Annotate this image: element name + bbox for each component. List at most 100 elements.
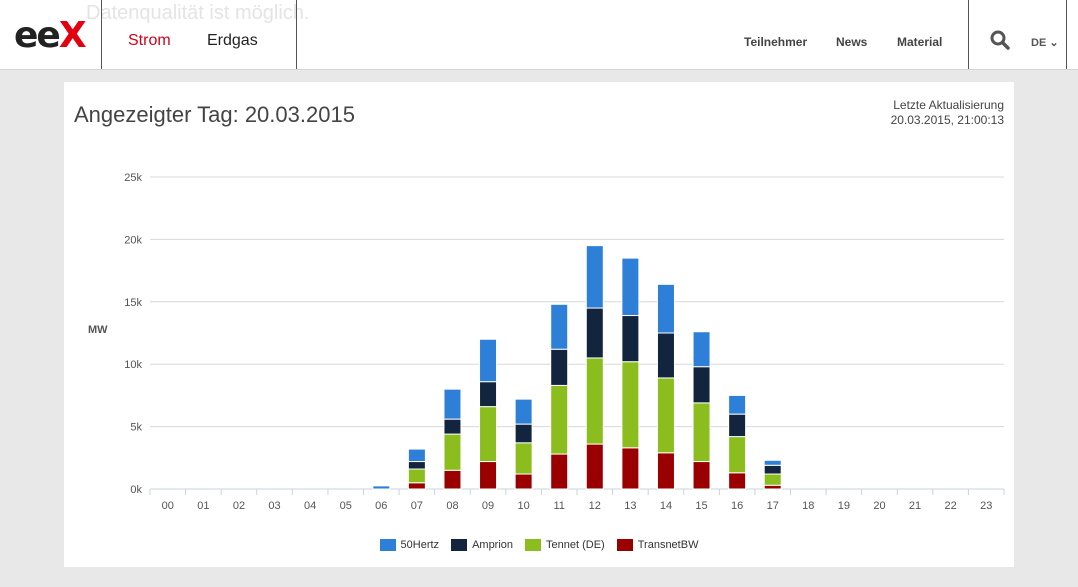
- bar-segment: [621, 361, 640, 449]
- nav-erdgas[interactable]: Erdgas: [207, 32, 258, 49]
- x-tick-label: 04: [304, 500, 316, 512]
- bar-segment: [479, 461, 498, 490]
- legend-swatch: [379, 539, 396, 551]
- x-tick-label: 01: [197, 500, 209, 512]
- chart-panel: Angezeigter Tag: 20.03.2015 Letzte Aktua…: [64, 82, 1014, 567]
- x-tick-label: 16: [731, 500, 743, 512]
- bar-segment: [479, 381, 498, 408]
- x-tick-label: 03: [268, 500, 280, 512]
- x-tick-label: 05: [340, 500, 352, 512]
- eex-logo[interactable]: eeX: [14, 15, 87, 56]
- bar-segment: [621, 447, 640, 490]
- bar-segment: [763, 473, 782, 486]
- legend-label: Tennet (DE): [546, 539, 605, 551]
- bar-segment: [550, 384, 569, 455]
- bar-segment: [763, 464, 782, 475]
- bar-segment: [479, 338, 498, 383]
- bar-segment: [585, 245, 604, 309]
- legend-swatch: [451, 539, 468, 551]
- y-tick-label: 5k: [130, 422, 142, 434]
- x-tick-label: 18: [802, 500, 814, 512]
- divider: [296, 0, 297, 69]
- bar-segment: [585, 307, 604, 359]
- bar-segment: [514, 423, 533, 444]
- bar-segment: [550, 348, 569, 386]
- legend-label: 50Hertz: [400, 539, 440, 551]
- bar-segment: [550, 453, 569, 490]
- x-tick-label: 12: [589, 500, 601, 512]
- bar-segment: [621, 257, 640, 317]
- x-tick-label: 21: [909, 500, 921, 512]
- logo-x: X: [58, 15, 87, 56]
- y-tick-label: 20k: [124, 234, 142, 246]
- x-tick-label: 02: [233, 500, 245, 512]
- search-icon[interactable]: [990, 30, 1010, 50]
- nav-teilnehmer[interactable]: Teilnehmer: [744, 35, 808, 49]
- y-tick-label: 10k: [124, 359, 142, 371]
- x-tick-label: 10: [518, 500, 530, 512]
- nav-news[interactable]: News: [836, 35, 868, 49]
- y-axis-label: MW: [88, 324, 108, 336]
- x-tick-label: 23: [980, 500, 992, 512]
- bar-segment: [407, 468, 426, 484]
- bar-segment: [514, 398, 533, 425]
- bar-segment: [692, 331, 711, 368]
- divider: [101, 0, 102, 69]
- y-tick-label: 25k: [124, 172, 142, 184]
- x-tick-label: 22: [945, 500, 957, 512]
- legend-item[interactable]: Amprion: [451, 539, 513, 551]
- bar-segment: [656, 283, 675, 334]
- bar-segment: [692, 461, 711, 490]
- divider: [968, 0, 969, 69]
- bar-segment: [407, 482, 426, 490]
- bar-segment: [443, 433, 462, 471]
- bar-segment: [443, 418, 462, 435]
- last-update-value: 20.03.2015, 21:00:13: [890, 113, 1004, 127]
- bar-segment: [656, 332, 675, 379]
- last-update: Letzte Aktualisierung 20.03.2015, 21:00:…: [891, 98, 1004, 128]
- ghost-text: Datenqualität ist möglich.: [86, 2, 310, 24]
- legend-swatch: [616, 539, 633, 551]
- bar-segment: [407, 448, 426, 463]
- x-tick-label: 15: [695, 500, 707, 512]
- legend-item[interactable]: 50Hertz: [379, 539, 440, 551]
- x-tick-label: 17: [767, 500, 779, 512]
- legend-label: Amprion: [472, 539, 514, 551]
- x-tick-label: 20: [873, 500, 885, 512]
- last-update-label: Letzte Aktualisierung: [893, 98, 1004, 112]
- bar-segment: [728, 472, 747, 490]
- x-tick-label: 14: [660, 500, 672, 512]
- bar-segment: [728, 394, 747, 415]
- x-tick-label: 00: [162, 500, 174, 512]
- x-tick-label: 08: [446, 500, 458, 512]
- y-tick-label: 0k: [130, 484, 142, 496]
- bar-segment: [763, 459, 782, 466]
- legend-item[interactable]: TransnetBW: [616, 539, 698, 551]
- x-tick-label: 07: [411, 500, 423, 512]
- bar-segment: [728, 436, 747, 474]
- language-select[interactable]: DE ⌄: [1031, 36, 1059, 49]
- bar-segment: [479, 406, 498, 463]
- bar-segment: [443, 388, 462, 420]
- chart-legend: 50Hertz Amprion Tennet (DE) TransnetBW: [64, 539, 1014, 551]
- divider: [1066, 0, 1067, 69]
- bar-segment: [763, 484, 782, 490]
- nav-material[interactable]: Material: [897, 35, 943, 49]
- bar-segment: [372, 485, 391, 490]
- bar-segment: [585, 443, 604, 490]
- legend-swatch: [525, 539, 542, 551]
- page-title: Angezeigter Tag: 20.03.2015: [74, 102, 355, 127]
- site-header: Datenqualität ist möglich. eeX Strom Erd…: [0, 0, 1078, 70]
- x-tick-label: 13: [624, 500, 636, 512]
- language-label: DE: [1031, 37, 1047, 49]
- bar-segment: [656, 377, 675, 454]
- nav-strom[interactable]: Strom: [128, 32, 171, 49]
- bar-segment: [621, 315, 640, 363]
- x-tick-label: 09: [482, 500, 494, 512]
- bar-segment: [514, 442, 533, 475]
- legend-item[interactable]: Tennet (DE): [525, 539, 605, 551]
- x-tick-label: 11: [553, 500, 564, 512]
- bar-segment: [656, 452, 675, 490]
- chevron-down-icon: ⌄: [1049, 37, 1059, 49]
- bar-segment: [692, 366, 711, 404]
